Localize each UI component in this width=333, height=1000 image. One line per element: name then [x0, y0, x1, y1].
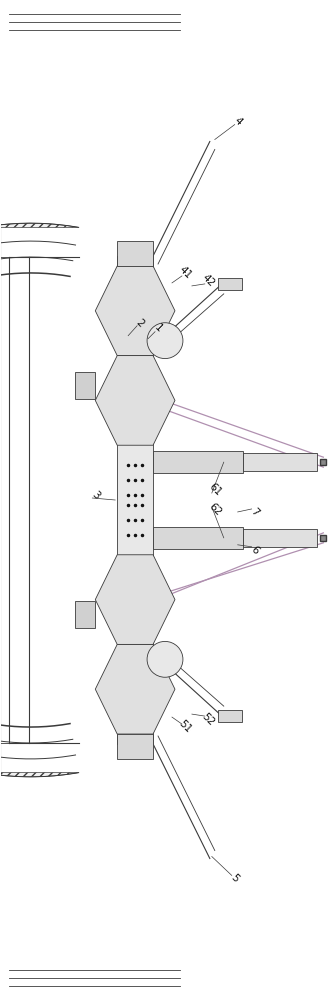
Circle shape	[147, 641, 183, 677]
Polygon shape	[95, 644, 175, 734]
Text: 2: 2	[134, 317, 146, 329]
Polygon shape	[0, 223, 79, 777]
Text: 51: 51	[177, 719, 193, 735]
Bar	[75, 601, 95, 628]
Bar	[117, 241, 153, 266]
Bar	[243, 529, 317, 547]
Text: 3: 3	[90, 489, 101, 501]
Bar	[243, 453, 317, 471]
Text: 4: 4	[232, 116, 243, 127]
Text: 5: 5	[229, 873, 240, 884]
Text: 7: 7	[249, 506, 260, 518]
Polygon shape	[95, 555, 175, 644]
Text: 6: 6	[249, 544, 260, 556]
Text: 42: 42	[199, 273, 216, 289]
Text: 62: 62	[206, 502, 223, 518]
Text: 41: 41	[177, 265, 193, 281]
FancyBboxPatch shape	[218, 710, 242, 722]
Text: 1: 1	[152, 323, 164, 335]
Bar	[117, 734, 153, 759]
Text: 52: 52	[199, 711, 216, 727]
Circle shape	[147, 323, 183, 359]
Polygon shape	[95, 356, 175, 445]
Bar	[153, 527, 243, 549]
Bar	[153, 451, 243, 473]
Bar	[117, 256, 153, 744]
Text: 61: 61	[206, 482, 223, 498]
Bar	[75, 372, 95, 399]
FancyBboxPatch shape	[218, 278, 242, 290]
Polygon shape	[95, 266, 175, 356]
